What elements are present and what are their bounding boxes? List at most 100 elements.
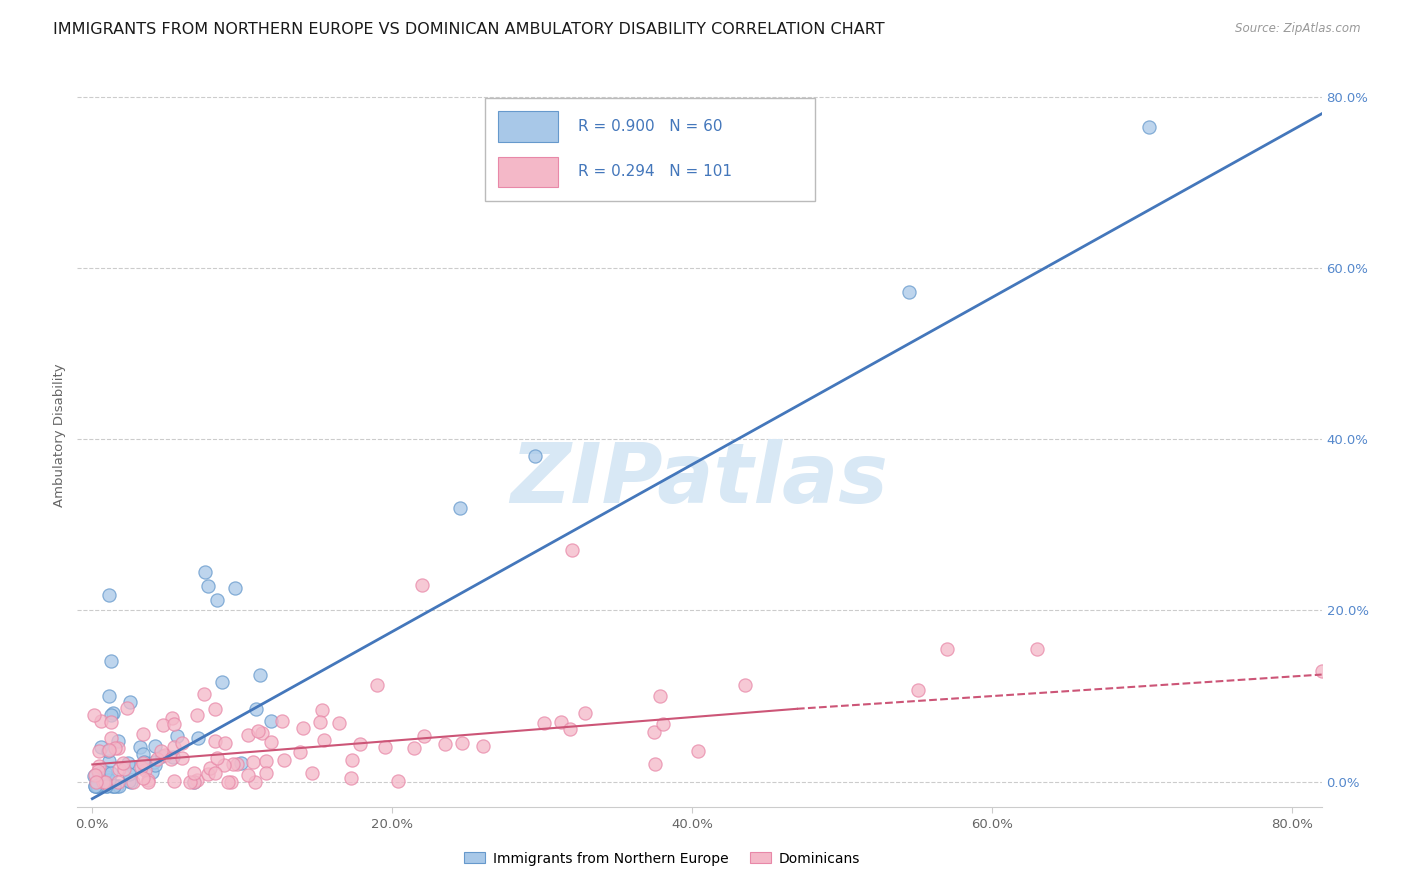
- Point: [340, 753, 363, 767]
- Point: [96, 770, 118, 784]
- Point: [83, 708, 105, 723]
- Point: [898, 285, 921, 299]
- Point: [449, 500, 471, 515]
- Point: [101, 706, 124, 720]
- Point: [129, 760, 152, 774]
- Point: [166, 729, 188, 743]
- Point: [101, 779, 124, 793]
- Point: [254, 766, 277, 780]
- Point: [434, 737, 457, 751]
- Point: [86, 779, 108, 793]
- Point: [186, 708, 208, 723]
- Point: [366, 678, 388, 692]
- Point: [198, 761, 221, 775]
- Point: [270, 714, 292, 729]
- Point: [105, 779, 128, 793]
- Point: [187, 731, 209, 745]
- Point: [211, 674, 233, 689]
- Point: [163, 717, 186, 731]
- Point: [108, 762, 131, 776]
- Point: [328, 716, 350, 731]
- Point: [100, 715, 122, 730]
- Point: [86, 779, 108, 793]
- Point: [97, 773, 120, 788]
- Point: [290, 745, 312, 759]
- Point: [204, 765, 226, 780]
- Point: [245, 702, 267, 716]
- Point: [104, 740, 127, 755]
- Point: [311, 703, 333, 717]
- Point: [160, 752, 183, 766]
- Point: [150, 744, 173, 758]
- Point: [163, 773, 186, 788]
- Point: [122, 774, 145, 789]
- Point: [145, 739, 167, 753]
- Point: [118, 767, 141, 781]
- Point: [86, 779, 108, 793]
- Point: [291, 721, 314, 735]
- Point: [97, 743, 120, 757]
- Point: [160, 711, 183, 725]
- Point: [83, 769, 105, 783]
- Point: [214, 758, 236, 772]
- Bar: [498, 157, 558, 187]
- Point: [222, 756, 245, 771]
- Point: [98, 754, 121, 768]
- Point: [134, 763, 156, 777]
- FancyBboxPatch shape: [485, 98, 815, 201]
- Legend: Immigrants from Northern Europe, Dominicans: Immigrants from Northern Europe, Dominic…: [458, 846, 866, 871]
- Point: [128, 740, 150, 755]
- Text: IMMIGRANTS FROM NORTHERN EUROPE VS DOMINICAN AMBULATORY DISABILITY CORRELATION C: IMMIGRANTS FROM NORTHERN EUROPE VS DOMIN…: [53, 22, 884, 37]
- Point: [186, 773, 208, 788]
- Point: [387, 773, 409, 788]
- Point: [236, 768, 259, 782]
- Point: [451, 736, 474, 750]
- Bar: [498, 112, 558, 142]
- Point: [94, 765, 117, 780]
- Point: [94, 779, 117, 793]
- Point: [312, 733, 335, 747]
- Text: Source: ZipAtlas.com: Source: ZipAtlas.com: [1236, 22, 1361, 36]
- Point: [183, 774, 205, 789]
- Point: [561, 543, 583, 558]
- Point: [550, 714, 572, 729]
- Point: [97, 772, 120, 787]
- Point: [94, 774, 117, 789]
- Point: [89, 759, 111, 773]
- Point: [242, 755, 264, 769]
- Text: R = 0.900   N = 60: R = 0.900 N = 60: [578, 120, 723, 135]
- Point: [100, 707, 122, 722]
- Point: [87, 744, 110, 758]
- Point: [172, 751, 194, 765]
- Point: [115, 700, 138, 714]
- Point: [96, 779, 118, 793]
- Point: [163, 739, 186, 754]
- Point: [112, 763, 135, 777]
- Point: [273, 753, 295, 767]
- Point: [1310, 665, 1333, 679]
- Point: [98, 588, 121, 602]
- Point: [121, 759, 143, 773]
- Point: [574, 706, 596, 721]
- Point: [254, 754, 277, 768]
- Point: [98, 743, 121, 757]
- Point: [172, 736, 194, 750]
- Point: [84, 779, 107, 793]
- Point: [142, 755, 165, 769]
- Point: [236, 728, 259, 742]
- Point: [260, 714, 283, 729]
- Point: [224, 581, 246, 595]
- Point: [349, 737, 371, 751]
- Point: [651, 716, 673, 731]
- Point: [374, 740, 396, 755]
- Point: [219, 774, 242, 789]
- Point: [152, 718, 174, 732]
- Point: [162, 749, 184, 764]
- Point: [118, 695, 141, 709]
- Point: [97, 689, 120, 703]
- Point: [558, 722, 581, 736]
- Point: [117, 756, 139, 770]
- Point: [103, 779, 125, 793]
- Point: [411, 577, 433, 591]
- Point: [250, 726, 273, 740]
